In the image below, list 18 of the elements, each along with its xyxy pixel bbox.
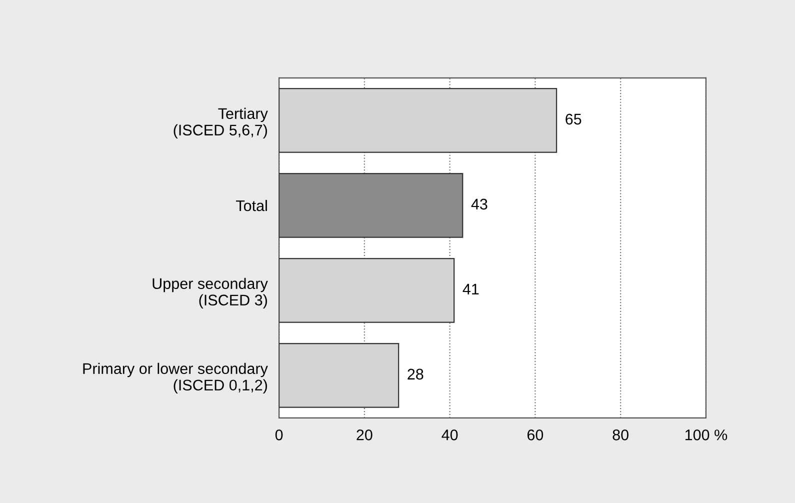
- data-label: 41: [462, 284, 479, 294]
- x-tick-label: 80: [612, 430, 628, 440]
- x-tick-label: 100 %: [685, 430, 728, 440]
- x-tick-label: 60: [527, 430, 544, 440]
- bar: [279, 173, 464, 238]
- data-label: 43: [471, 198, 488, 210]
- y-tick-label: Tertiary (ISCED 5,6,7): [174, 108, 268, 138]
- x-tick-label: 0: [275, 430, 283, 440]
- bar: [279, 258, 455, 323]
- y-tick-label: Primary or lower secondary (ISCED 0,1,2): [83, 362, 268, 394]
- x-tick-label: 20: [356, 430, 372, 440]
- bar: [279, 88, 558, 153]
- data-label: 65: [566, 114, 582, 125]
- bar: [279, 343, 400, 408]
- data-label: 28: [408, 368, 424, 380]
- x-tick-label: 40: [442, 430, 458, 440]
- y-tick-label: Total: [236, 200, 267, 212]
- y-tick-label: Upper secondary (ISCED 3): [152, 278, 268, 309]
